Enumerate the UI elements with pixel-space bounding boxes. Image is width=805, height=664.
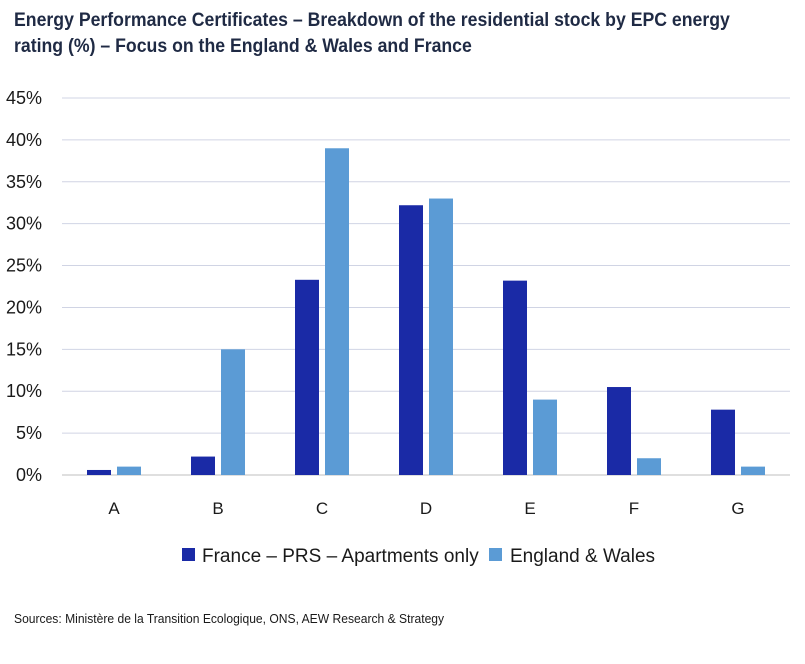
bar-france-g: [711, 409, 735, 475]
chart-title: Energy Performance Certificates – Breakd…: [14, 10, 730, 57]
legend-swatch: [182, 548, 195, 561]
bar-france-d: [399, 205, 423, 476]
bar-france-b: [191, 456, 215, 475]
bar-england-wales-c: [325, 148, 349, 475]
y-tick-label: 20%: [6, 297, 42, 317]
legend-swatch: [489, 548, 502, 561]
x-tick-label: G: [731, 499, 744, 518]
bar-england-wales-e: [533, 399, 557, 475]
bar-england-wales-g: [741, 466, 765, 475]
bar-france-f: [607, 387, 631, 475]
y-tick-label: 25%: [6, 256, 42, 276]
x-tick-label: B: [212, 499, 223, 518]
y-tick-label: 5%: [16, 423, 42, 443]
x-tick-label: C: [316, 499, 328, 518]
legend-label: France – PRS – Apartments only: [202, 546, 479, 567]
x-tick-label: F: [629, 499, 639, 518]
bar-france-c: [295, 279, 319, 475]
bar-england-wales-d: [429, 198, 453, 476]
x-tick-label: A: [108, 499, 120, 518]
y-tick-label: 0%: [16, 465, 42, 485]
y-tick-label: 30%: [6, 214, 42, 234]
legend-label: England & Wales: [510, 546, 655, 567]
y-tick-label: 15%: [6, 339, 42, 359]
bar-france-e: [503, 280, 527, 475]
bar-england-wales-f: [637, 458, 661, 475]
gridlines: [62, 97, 790, 476]
y-axis-ticks: 0% 5% 10% 15% 20% 25% 30% 35% 40% 45%: [6, 88, 42, 485]
bar-france-a: [87, 469, 111, 475]
y-tick-label: 10%: [6, 381, 42, 401]
x-tick-label: D: [420, 499, 432, 518]
x-tick-label: E: [524, 499, 535, 518]
bar-england-wales-a: [117, 466, 141, 475]
y-tick-label: 45%: [6, 88, 42, 108]
bars: [87, 148, 765, 476]
legend: France – PRS – Apartments only England & …: [182, 546, 655, 567]
source-note: Sources: Ministère de la Transition Ecol…: [14, 611, 445, 626]
y-tick-label: 35%: [6, 172, 42, 192]
x-axis-ticks: A B C D E F G: [108, 499, 744, 518]
bar-england-wales-b: [221, 349, 245, 475]
y-tick-label: 40%: [6, 130, 42, 150]
